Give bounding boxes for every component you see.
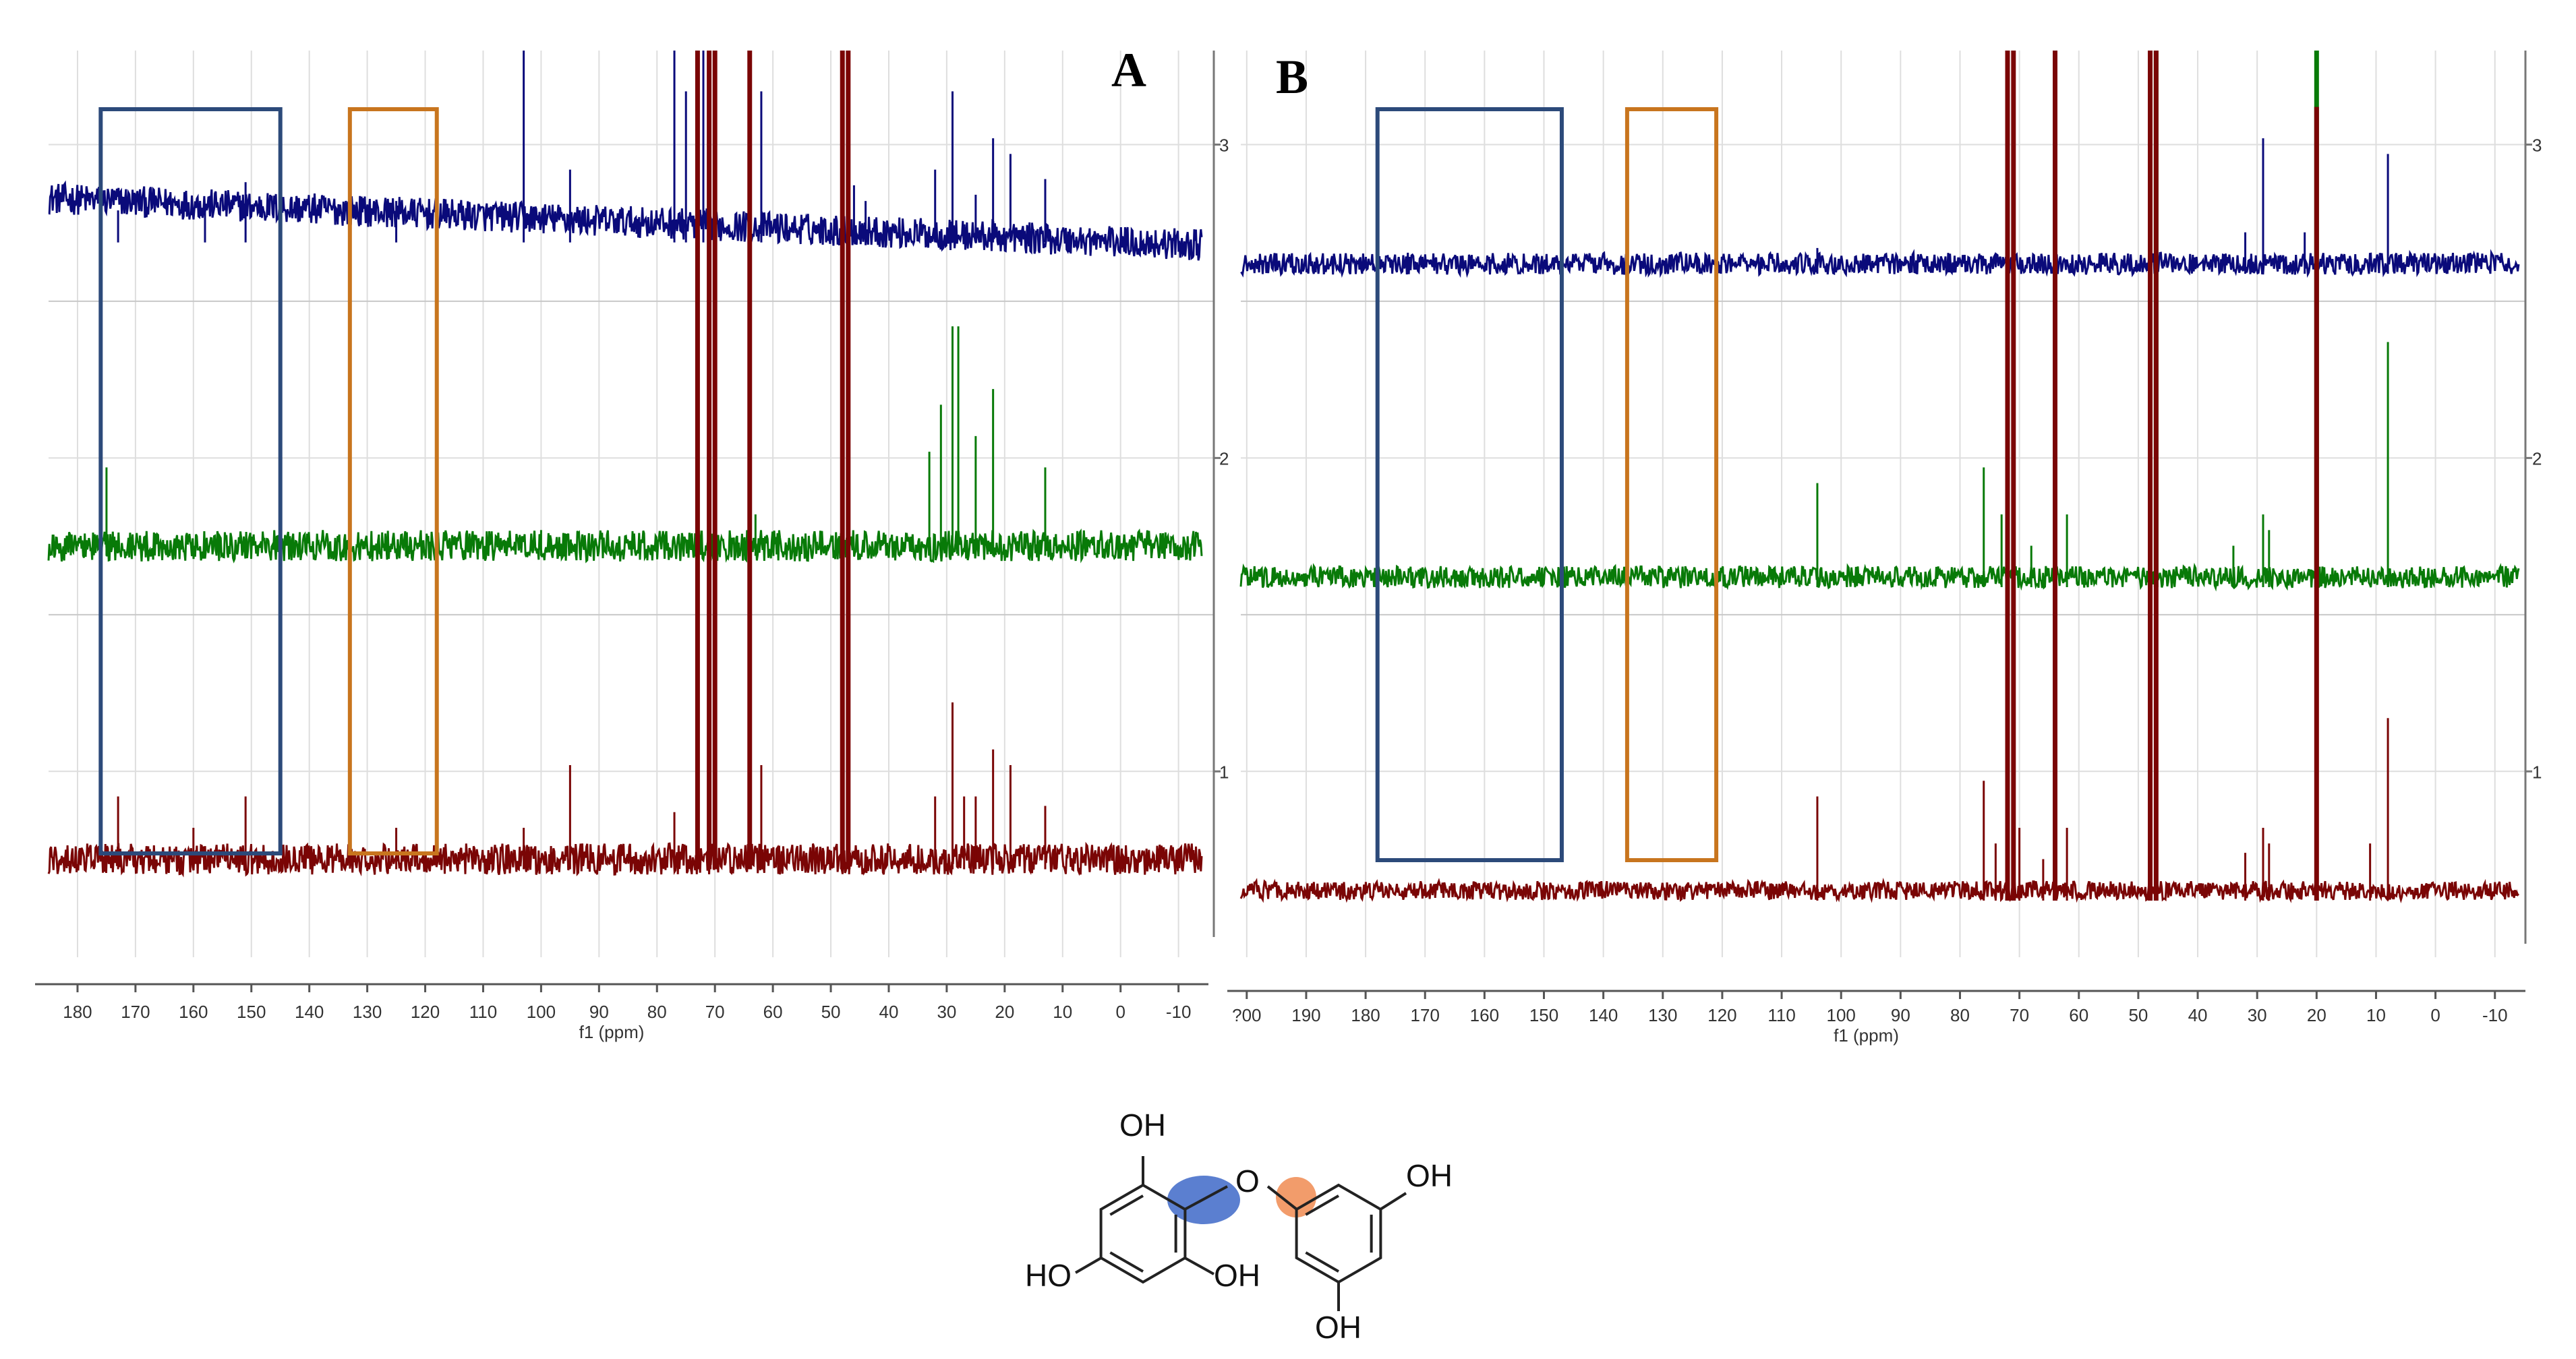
highlight-box-orange bbox=[1624, 107, 1719, 862]
spectrum-trace-2 bbox=[1239, 562, 2520, 592]
x-tick-label: 80 bbox=[1950, 1005, 1970, 1025]
x-tick-label: 110 bbox=[1767, 1005, 1795, 1025]
hydroxyl-label-top: OH bbox=[1119, 1108, 1166, 1143]
x-tick-label: 190 bbox=[1291, 1005, 1320, 1025]
x-tick-label: 100 bbox=[527, 1002, 556, 1022]
x-tick-label: 120 bbox=[1707, 1005, 1736, 1025]
x-tick-label: 50 bbox=[2128, 1005, 2148, 1025]
spectrum-trace-3 bbox=[1239, 877, 2520, 903]
x-tick-label: 160 bbox=[179, 1002, 208, 1022]
spectrum-trace-3 bbox=[47, 841, 1203, 878]
y-tick-label: 2 bbox=[1219, 448, 1229, 469]
x-tick-label: 30 bbox=[2248, 1005, 2267, 1025]
highlight-box-blue bbox=[98, 107, 283, 855]
substituent-bond bbox=[1074, 1257, 1103, 1274]
x-tick-label: 70 bbox=[2010, 1005, 2029, 1025]
x-tick-label: 90 bbox=[1891, 1005, 1910, 1025]
hydroxyl-label-left: HO bbox=[1025, 1258, 1072, 1293]
x-tick-label: 60 bbox=[763, 1002, 783, 1022]
hydroxyl-label-right: OH bbox=[1406, 1158, 1453, 1193]
x-tick-label: 20 bbox=[2307, 1005, 2326, 1025]
highlight-box-blue bbox=[1375, 107, 1564, 862]
x-tick-label: 150 bbox=[1529, 1005, 1558, 1025]
substituent-bond bbox=[1379, 1192, 1407, 1211]
x-tick-label: 140 bbox=[1589, 1005, 1618, 1025]
y-tick-label: 2 bbox=[2532, 448, 2542, 469]
y-tick-label: 1 bbox=[2532, 762, 2542, 782]
x-tick-label: 10 bbox=[2366, 1005, 2386, 1025]
x-tick-label: 170 bbox=[121, 1002, 150, 1022]
x-tick-label: 100 bbox=[1827, 1005, 1856, 1025]
phlorotannin-structure: OH O OH HO OH OH bbox=[1025, 1108, 1453, 1345]
x-tick-label: 50 bbox=[821, 1002, 841, 1022]
x-tick-label: 10 bbox=[1053, 1002, 1072, 1022]
y-tick-label: 3 bbox=[2532, 135, 2542, 155]
x-tick-label: 130 bbox=[1648, 1005, 1677, 1025]
x-tick-label: 170 bbox=[1411, 1005, 1440, 1025]
substituent-bond bbox=[1184, 1185, 1228, 1211]
x-tick-label: 110 bbox=[469, 1002, 497, 1022]
substituent-bond bbox=[1266, 1185, 1298, 1211]
x-tick-label: ?00 bbox=[1232, 1005, 1261, 1025]
x-tick-label: 40 bbox=[879, 1002, 899, 1022]
x-tick-label: 90 bbox=[589, 1002, 609, 1022]
x-tick-label: 140 bbox=[295, 1002, 324, 1022]
double-bond bbox=[1109, 1195, 1144, 1216]
x-tick-label: 80 bbox=[647, 1002, 667, 1022]
x-tick-label: 180 bbox=[1351, 1005, 1380, 1025]
x-tick-label: 180 bbox=[63, 1002, 92, 1022]
y-tick-label: 3 bbox=[1219, 135, 1229, 155]
x-tick-label: 20 bbox=[995, 1002, 1014, 1022]
x-tick-label: 0 bbox=[1115, 1002, 1125, 1022]
x-tick-label: 60 bbox=[2069, 1005, 2088, 1025]
x-tick-label: 130 bbox=[353, 1002, 382, 1022]
x-tick-label: 0 bbox=[2430, 1005, 2440, 1025]
x-tick-label: 40 bbox=[2188, 1005, 2208, 1025]
panel-b-chart: 123?00 190 180 170 160 150 140 130 120 110 100 90 80… bbox=[1227, 51, 2542, 1046]
x-tick-label: 150 bbox=[237, 1002, 266, 1022]
panel-b-label: B bbox=[1276, 50, 1308, 104]
substituent-bond bbox=[1184, 1257, 1214, 1275]
x-tick-label: 30 bbox=[937, 1002, 956, 1022]
x-tick-label: 160 bbox=[1470, 1005, 1499, 1025]
x-axis-label: f1 (ppm) bbox=[1834, 1025, 1899, 1046]
ether-carbon-highlight-orange bbox=[1276, 1177, 1316, 1217]
x-tick-label: 70 bbox=[705, 1002, 725, 1022]
x-tick-label: -10 bbox=[1166, 1002, 1192, 1022]
spectrum-trace-1 bbox=[48, 180, 1203, 261]
x-tick-label: 120 bbox=[411, 1002, 440, 1022]
panel-a-label: A bbox=[1111, 43, 1146, 97]
double-bond bbox=[1305, 1251, 1340, 1273]
x-axis-label: f1 (ppm) bbox=[579, 1022, 645, 1042]
hydroxyl-label-bottom-left-ring: OH bbox=[1214, 1258, 1260, 1293]
highlight-box-orange bbox=[347, 107, 439, 855]
spectrum-trace-2 bbox=[47, 528, 1203, 564]
x-tick-label: -10 bbox=[2482, 1005, 2508, 1025]
double-bond bbox=[1305, 1195, 1340, 1216]
spectrum-trace-1 bbox=[1240, 249, 2520, 278]
y-tick-label: 1 bbox=[1219, 762, 1229, 782]
hydroxyl-label-bottom: OH bbox=[1315, 1310, 1362, 1345]
ether-oxygen-label: O bbox=[1235, 1164, 1260, 1199]
double-bond bbox=[1109, 1251, 1144, 1273]
